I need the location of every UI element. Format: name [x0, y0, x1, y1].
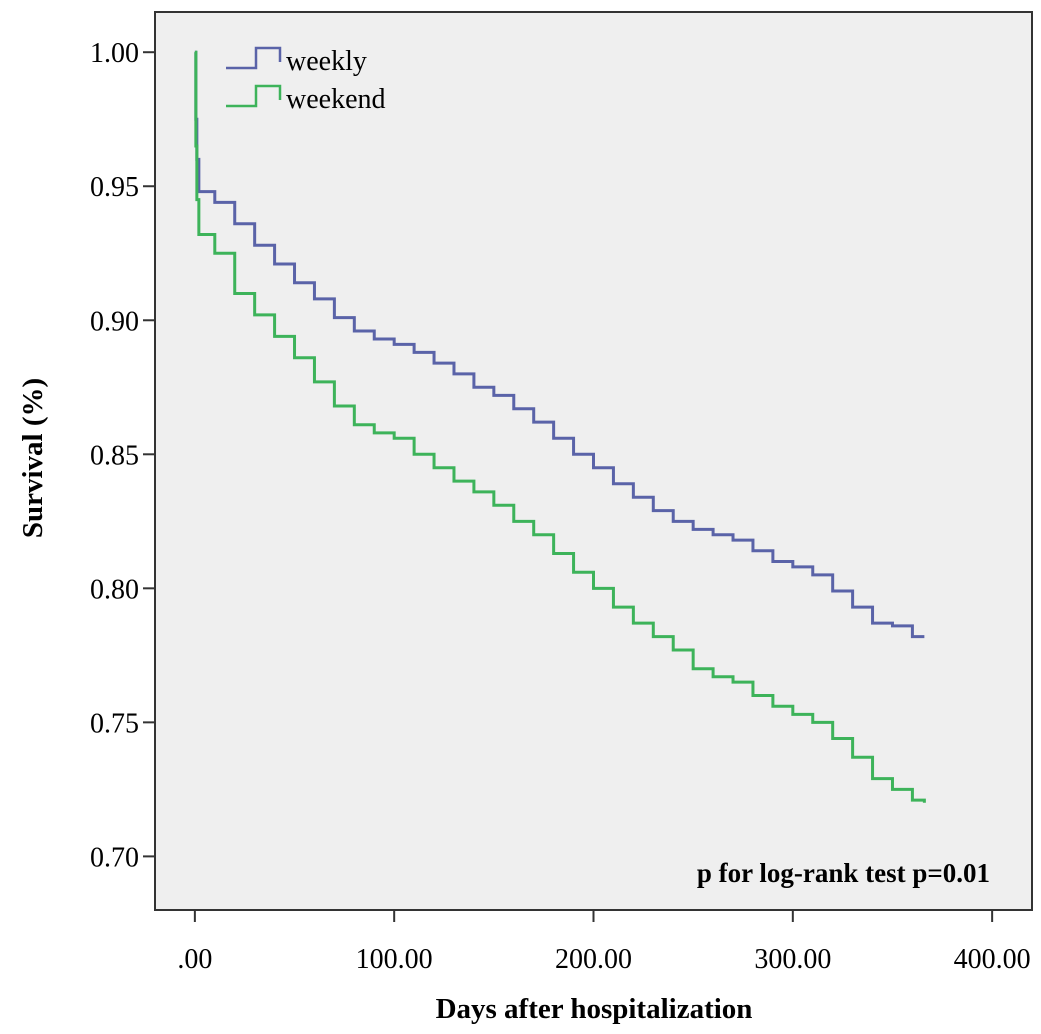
- y-tick-label: 0.75: [90, 708, 139, 739]
- series-layer: [194, 50, 926, 803]
- x-axis-title: Days after hospitalization: [436, 993, 753, 1025]
- legend: weekly weekend: [226, 46, 386, 115]
- x-tick-label: 400.00: [954, 944, 1031, 975]
- y-tick-label: 0.80: [90, 574, 139, 605]
- legend-swatch-weekend: [226, 84, 282, 108]
- legend-swatch-weekly: [226, 46, 282, 70]
- y-tick-label: 1.00: [90, 38, 139, 69]
- series-line-weekend: [194, 50, 926, 803]
- x-tick-label: 300.00: [754, 944, 831, 975]
- y-axis-title: Survival (%): [17, 378, 49, 538]
- y-tick-label: 0.95: [90, 172, 139, 203]
- logrank-annotation: p for log-rank test p=0.01: [697, 858, 990, 888]
- y-axis: 0.70 0.75 0.80 0.85 0.90 0.95 1.00: [90, 38, 155, 873]
- series-line-weekly: [194, 50, 925, 639]
- legend-label-weekly: weekly: [286, 46, 367, 77]
- x-tick-label: .00: [177, 944, 212, 975]
- x-tick-label: 100.00: [356, 944, 433, 975]
- y-tick-label: 0.90: [90, 306, 139, 337]
- legend-label-weekend: weekend: [286, 84, 386, 115]
- y-tick-label: 0.70: [90, 842, 139, 873]
- y-tick-label: 0.85: [90, 440, 139, 471]
- x-axis: .00 100.00 200.00 300.00 400.00: [177, 910, 1031, 975]
- x-tick-label: 200.00: [555, 944, 632, 975]
